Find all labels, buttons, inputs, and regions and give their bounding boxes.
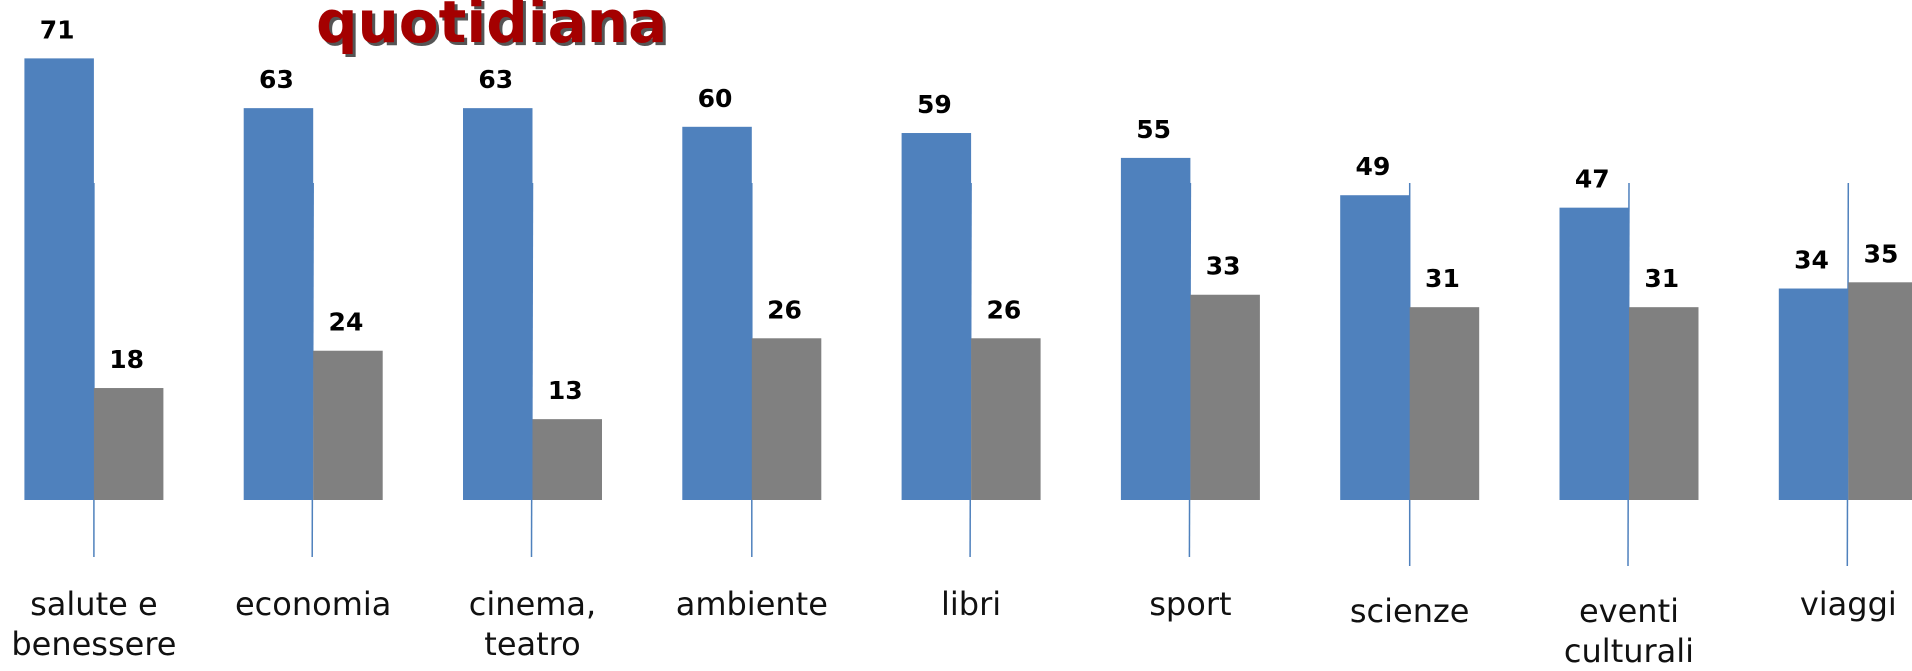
bar	[313, 350, 383, 500]
value-label: 33	[1206, 252, 1241, 281]
category-label: cinema, teatro	[468, 585, 597, 663]
category-label: economia	[234, 585, 392, 623]
value-label: 24	[329, 308, 364, 337]
value-label: 34	[1794, 246, 1829, 275]
value-label: 55	[1136, 115, 1171, 144]
value-label: 63	[478, 65, 513, 94]
bar	[1559, 207, 1629, 500]
category-label: salute e benessere	[11, 585, 177, 663]
value-label: 47	[1575, 165, 1610, 194]
bar	[1190, 294, 1260, 500]
bar	[1409, 307, 1480, 500]
value-label: 71	[40, 15, 75, 44]
bar	[1340, 195, 1410, 500]
category-label: scienze	[1349, 592, 1470, 630]
bar	[243, 108, 314, 500]
value-label: 60	[698, 84, 733, 113]
bar	[532, 419, 602, 500]
category-label: eventi culturali	[1563, 592, 1695, 670]
value-label: 13	[548, 376, 583, 405]
value-label: 35	[1864, 239, 1899, 268]
bar	[1120, 157, 1191, 500]
chart-title-shadow: quotidiana	[319, 0, 670, 59]
value-label: 63	[259, 65, 294, 94]
chart-title: quotidiana	[316, 0, 667, 56]
bar	[682, 126, 752, 501]
category-label: ambiente	[675, 585, 828, 623]
value-label: 26	[986, 295, 1021, 324]
category-label: libri	[941, 585, 1002, 623]
bar	[24, 58, 94, 500]
bar	[1629, 307, 1699, 500]
value-label: 49	[1356, 152, 1391, 181]
category-label: viaggi	[1799, 585, 1897, 623]
value-label: 31	[1425, 264, 1460, 293]
bar	[93, 388, 164, 500]
bar	[751, 338, 822, 500]
bar	[1778, 288, 1849, 500]
bar	[971, 338, 1041, 500]
bar	[1848, 282, 1912, 500]
bar	[901, 133, 972, 500]
category-label: sport	[1149, 585, 1232, 623]
bar	[463, 108, 533, 500]
value-label: 31	[1644, 264, 1679, 293]
value-label: 59	[917, 90, 952, 119]
value-label: 18	[109, 345, 144, 374]
value-label: 26	[767, 295, 802, 324]
